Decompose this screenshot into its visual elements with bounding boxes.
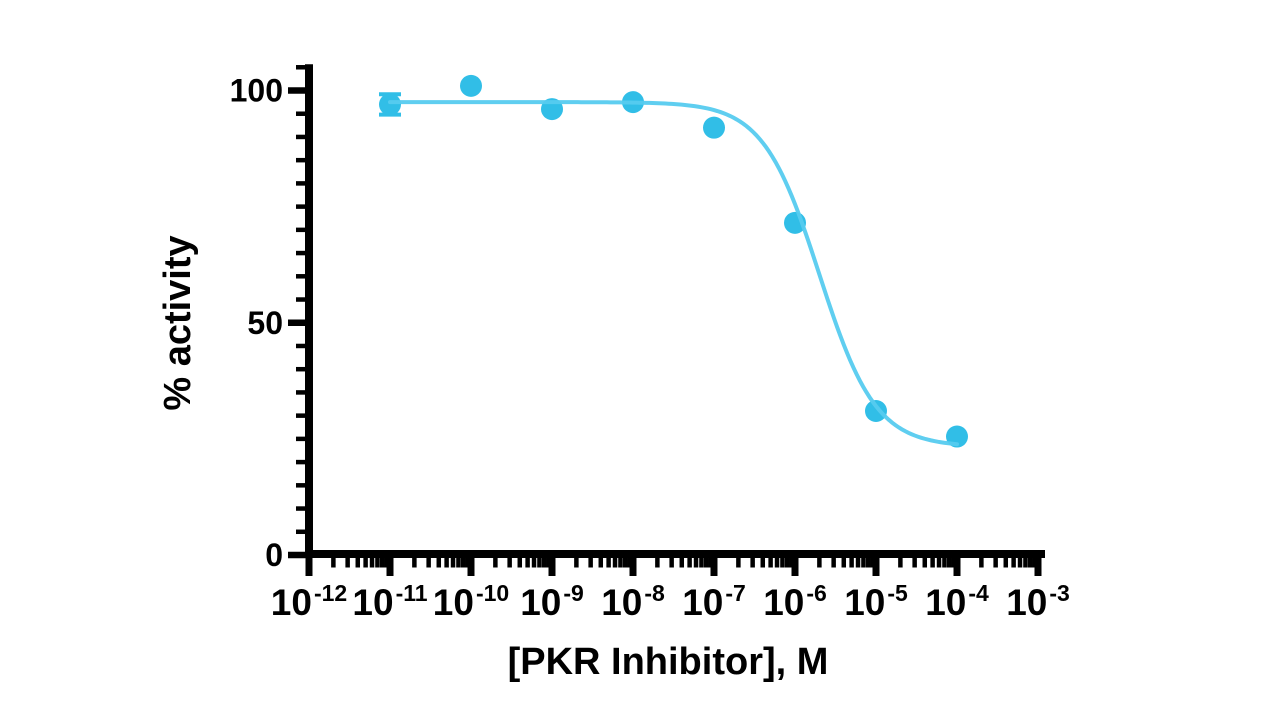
x-axis-title: [PKR Inhibitor], M — [508, 641, 829, 683]
y-axis-title: % activity — [157, 235, 199, 410]
x-tick-label: 10-3 — [1006, 580, 1070, 623]
axis-ticks — [288, 65, 1042, 576]
x-tick-label: 10-12 — [271, 580, 347, 623]
x-tick-label: 10-7 — [682, 580, 746, 623]
x-tick-label: 10-5 — [844, 580, 908, 623]
x-tick-label: 10-6 — [763, 580, 827, 623]
data-point — [460, 74, 482, 97]
tick-labels: 10-12 10-11 10-10 10-9 10-8 10-7 10-6 10-5 10-4 1… — [230, 73, 1070, 624]
x-tick-label: 10-8 — [601, 580, 665, 623]
axes — [305, 64, 1045, 558]
x-tick-label: 10-10 — [433, 580, 509, 623]
y-tick-label: 0 — [265, 537, 283, 573]
x-tick-label: 10-4 — [925, 580, 989, 623]
x-tick-label: 10-11 — [352, 580, 427, 623]
data-point — [865, 400, 887, 423]
data-series — [379, 74, 968, 448]
data-point — [703, 116, 725, 139]
fit-curve — [388, 100, 959, 447]
data-point — [379, 93, 401, 116]
y-tick-label: 50 — [247, 305, 283, 341]
y-tick-label: 100 — [230, 73, 283, 109]
x-tick-label: 10-9 — [520, 580, 584, 623]
